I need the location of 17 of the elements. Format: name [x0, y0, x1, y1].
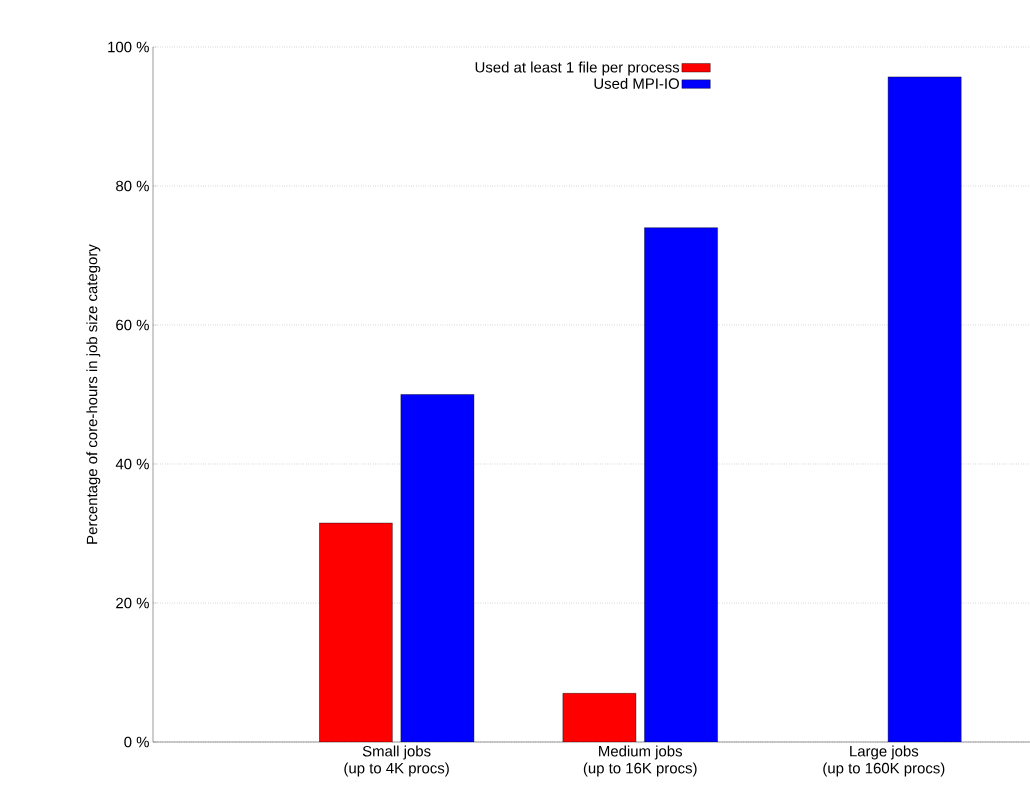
y-tick-label: 40 % [115, 458, 149, 470]
bar [400, 394, 474, 742]
legend-label: Used at least 1 file per process [475, 61, 680, 76]
x-tick-label: Large jobs (up to 160K procs) [823, 745, 945, 777]
legend-label: Used MPI-IO [594, 77, 679, 89]
bar [562, 693, 637, 742]
y-tick-label: 80 % [116, 180, 149, 192]
bar [887, 76, 962, 742]
y-tick-label: 100 % [108, 41, 149, 53]
y-tick-label: 60 % [116, 319, 149, 331]
y-tick-label: 20 % [116, 597, 149, 609]
bar [644, 227, 718, 742]
y-tick-label: 0 % [124, 736, 149, 748]
bar [319, 523, 393, 742]
x-tick-label: Medium jobs (up to 16K procs) [583, 745, 697, 777]
y-axis-title: Percentage of core-hours in job size category [86, 244, 101, 544]
x-tick-label: Small jobs (up to 4K procs) [344, 745, 449, 777]
